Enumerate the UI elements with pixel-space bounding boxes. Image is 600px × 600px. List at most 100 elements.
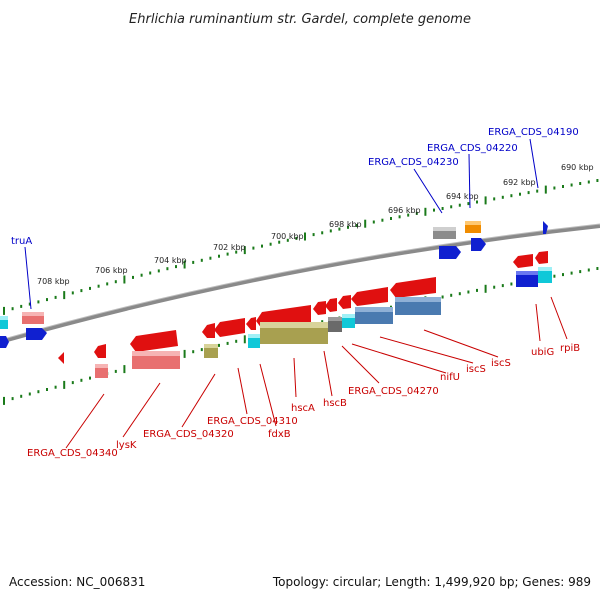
gene-label-lysK[interactable]: lysK <box>116 440 137 451</box>
gene-label-erga-cds-04230[interactable]: ERGA_CDS_04230 <box>368 157 459 168</box>
minor-tick <box>46 298 48 302</box>
minor-tick <box>140 273 143 277</box>
gene-label-erga-cds-04310[interactable]: ERGA_CDS_04310 <box>207 416 298 427</box>
gene-arrow[interactable] <box>325 298 337 312</box>
genome-backbone <box>0 224 600 344</box>
map-title: Ehrlichia ruminantium str. Gardel, compl… <box>129 12 471 27</box>
minor-tick <box>114 280 117 284</box>
minor-tick <box>467 202 470 206</box>
gene-arrow[interactable] <box>351 287 388 306</box>
gene-label-erga-cds-04270[interactable]: ERGA_CDS_04270 <box>348 386 439 397</box>
minor-tick <box>450 205 453 209</box>
minor-tick <box>476 288 478 292</box>
minor-tick <box>261 244 263 248</box>
minor-tick <box>407 213 410 217</box>
gene-label-iscS[interactable]: iscS <box>466 364 486 375</box>
gene-label-iscS[interactable]: iscS <box>491 358 511 369</box>
minor-tick <box>218 343 220 347</box>
gene-label-nifU[interactable]: nifU <box>440 372 460 383</box>
minor-tick <box>596 267 599 270</box>
gene-arrow[interactable] <box>94 344 106 358</box>
kbp-tick-label: 700 kbp <box>271 232 304 241</box>
forward-labels: truA ERGA_CDS_04230 ERGA_CDS_04220 ERGA_… <box>11 127 579 247</box>
minor-tick <box>476 200 478 204</box>
kbp-tick-label: 708 kbp <box>37 277 70 286</box>
gene-arrow[interactable] <box>390 277 436 298</box>
gene-arrow[interactable] <box>58 352 64 364</box>
minor-tick <box>37 300 40 304</box>
gene-label-fdxB[interactable]: fdxB <box>268 429 291 440</box>
reverse-leaders <box>65 296 568 449</box>
minor-tick <box>175 265 177 269</box>
gene-label-erga-cds-04340[interactable]: ERGA_CDS_04340 <box>27 448 118 459</box>
reverse-labels: ERGA_CDS_04340 lysK ERGA_CDS_04320 ERGA_… <box>27 343 580 459</box>
minor-tick <box>54 385 57 389</box>
gene-arrow[interactable] <box>513 254 533 268</box>
gene-label-erga-cds-04220[interactable]: ERGA_CDS_04220 <box>427 143 518 154</box>
gene-feature[interactable] <box>0 316 8 329</box>
kbp-tick-label: 706 kbp <box>95 266 128 275</box>
minor-tick <box>149 271 152 275</box>
minor-tick <box>157 269 160 273</box>
minor-tick <box>553 274 556 278</box>
gene-label-hscB[interactable]: hscB <box>323 398 347 409</box>
major-tick <box>364 219 367 228</box>
minor-tick <box>200 258 203 262</box>
minor-tick <box>433 208 435 212</box>
gene-arrow[interactable] <box>202 323 215 338</box>
minor-tick <box>20 394 23 398</box>
gene-arrow[interactable] <box>543 221 548 234</box>
gene-label-ubiG[interactable]: ubiG <box>531 347 554 358</box>
minor-tick <box>493 285 496 289</box>
kbp-tick-label: 692 kbp <box>503 178 536 187</box>
gene-arrow[interactable] <box>535 251 548 264</box>
minor-tick <box>372 220 375 224</box>
genome-summary-text: Topology: circular; Length: 1,499,920 bp… <box>272 575 591 589</box>
gene-arrow[interactable] <box>214 318 245 337</box>
minor-tick <box>11 397 14 401</box>
minor-tick <box>415 211 418 215</box>
major-tick <box>123 275 126 284</box>
minor-tick <box>510 194 513 198</box>
minor-tick <box>579 270 582 274</box>
minor-tick <box>458 292 461 296</box>
minor-tick <box>596 179 599 182</box>
minor-tick <box>390 217 392 220</box>
major-tick <box>484 196 487 205</box>
gene-arrow[interactable] <box>0 336 9 348</box>
minor-tick <box>587 180 590 184</box>
kbp-tick-label: 690 kbp <box>561 163 594 172</box>
minor-tick <box>562 273 564 277</box>
major-tick <box>484 284 487 293</box>
gene-label-hscA[interactable]: hscA <box>291 403 315 414</box>
minor-tick <box>587 268 590 272</box>
gene-arrow[interactable] <box>439 246 461 259</box>
minor-tick <box>381 218 384 222</box>
minor-tick <box>209 256 212 260</box>
minor-tick <box>89 376 91 380</box>
major-tick <box>243 246 246 255</box>
minor-tick <box>235 339 238 343</box>
minor-tick <box>286 238 289 242</box>
gene-arrow[interactable] <box>338 295 351 309</box>
minor-tick <box>519 192 521 196</box>
gene-arrow[interactable] <box>471 238 486 251</box>
major-tick <box>304 232 306 241</box>
gene-label-erga-cds-04320[interactable]: ERGA_CDS_04320 <box>143 429 234 440</box>
gene-label-rpiB[interactable]: rpiB <box>560 343 580 354</box>
minor-tick <box>71 381 74 385</box>
major-tick <box>123 365 126 374</box>
gene-label-erga-cds-04190[interactable]: ERGA_CDS_04190 <box>488 127 579 138</box>
minor-tick <box>338 227 341 231</box>
minor-tick <box>192 260 195 264</box>
minor-tick <box>226 341 229 345</box>
gene-arrow[interactable] <box>130 330 178 352</box>
minor-tick <box>54 295 57 299</box>
outer-dotted-track <box>3 179 599 315</box>
gene-arrow[interactable] <box>246 317 256 330</box>
gene-arrow[interactable] <box>313 301 326 315</box>
gene-arrow[interactable] <box>26 328 47 340</box>
gene-label-truA[interactable]: truA <box>11 236 32 247</box>
